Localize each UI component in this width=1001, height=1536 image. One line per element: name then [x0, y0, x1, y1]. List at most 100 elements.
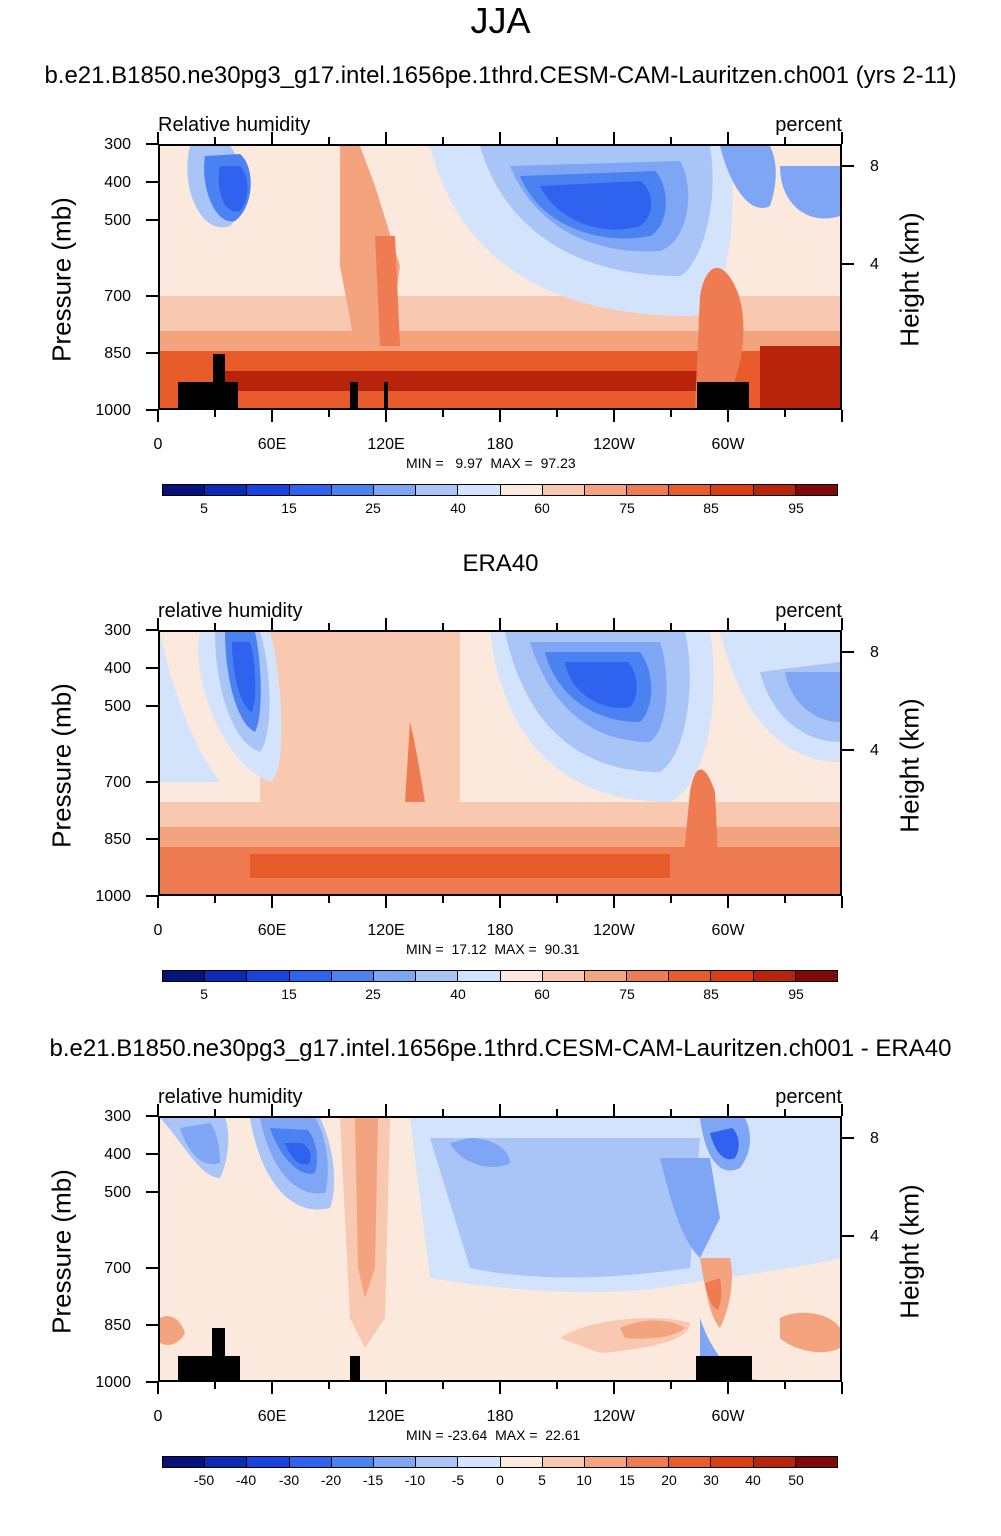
x-tick-mark: [784, 1109, 786, 1116]
panel-1-ytick: 400: [104, 174, 131, 191]
panel-2-ytick: 400: [104, 660, 131, 677]
panel-1-ytick: 500: [104, 212, 131, 229]
y-tick-mark: [146, 667, 158, 669]
x-tick-mark: [841, 410, 843, 422]
y-tick-mark: [146, 352, 158, 354]
panel-3-colorbar: [162, 1456, 838, 1468]
panel-3-cb-label: -10: [404, 1472, 426, 1488]
colorbar-swatch: [795, 485, 837, 495]
panel-2-cb-label: 5: [200, 986, 208, 1002]
colorbar-swatch: [416, 485, 459, 495]
panel-1-xtick: 60W: [711, 436, 745, 453]
panel-3-ytick: 400: [104, 1146, 131, 1163]
panel-1-cb-label: 75: [619, 500, 635, 516]
panel-2-cb-label: 95: [788, 986, 804, 1002]
colorbar-swatch: [163, 971, 206, 981]
colorbar-swatch: [542, 485, 585, 495]
x-tick-mark: [442, 1109, 444, 1116]
y-tick-mark: [146, 629, 158, 631]
colorbar-swatch: [416, 971, 459, 981]
panel-1-cb-label: 60: [534, 500, 550, 516]
colorbar-swatch: [753, 485, 796, 495]
panel-2-xtick: 60E: [257, 922, 287, 939]
x-tick-mark: [613, 618, 615, 630]
colorbar-swatch: [669, 971, 712, 981]
colorbar-swatch: [458, 485, 501, 495]
colorbar-swatch: [584, 971, 628, 981]
panel-3-cb-label: 20: [661, 1472, 677, 1488]
panel-2-right-label: percent: [775, 600, 842, 622]
panel-2-xtick: 120W: [593, 922, 635, 939]
panel-3-xtick: 60E: [257, 1408, 287, 1425]
x-tick-mark: [556, 896, 558, 903]
x-tick-mark: [271, 618, 273, 630]
main-title: JJA: [470, 0, 531, 41]
x-tick-mark: [328, 896, 330, 903]
x-tick-mark: [784, 896, 786, 903]
panel-3-plot: [158, 1116, 842, 1382]
panel-2-cb-label: 60: [534, 986, 550, 1002]
panel-3-ytick-right: 4: [870, 1228, 879, 1245]
panel-1-cb-label: 5: [200, 500, 208, 516]
panel-1: Relative humidity percent: [0, 114, 1001, 564]
colorbar-swatch: [163, 1457, 206, 1467]
panel-2-ytick-right: 8: [870, 644, 879, 661]
panel-2-cb-label: 25: [365, 986, 381, 1002]
colorbar-swatch: [711, 971, 754, 981]
panel-2-cb-label: 15: [281, 986, 297, 1002]
colorbar-swatch: [331, 485, 374, 495]
panel-3-cb-label: -20: [320, 1472, 342, 1488]
colorbar-swatch: [542, 971, 585, 981]
x-tick-mark: [385, 1382, 387, 1394]
colorbar-swatch: [205, 1457, 248, 1467]
panel-1-cb-label: 15: [281, 500, 297, 516]
panel-3-xtick: 0: [153, 1408, 163, 1425]
panel-1-colorbar: [162, 484, 838, 496]
x-tick-mark: [157, 1382, 159, 1394]
panel-3: relative humidity percent: [0, 1086, 1001, 1536]
x-tick-mark: [841, 1104, 843, 1116]
panel-3-left-label: relative humidity: [158, 1086, 303, 1108]
x-tick-mark: [613, 410, 615, 422]
panel-1-cb-label: 25: [365, 500, 381, 516]
panel-1-cb-label: 95: [788, 500, 804, 516]
colorbar-swatch: [795, 971, 837, 981]
colorbar-swatch: [373, 971, 417, 981]
panel-2-xtick: 120E: [367, 922, 405, 939]
colorbar-swatch: [753, 971, 796, 981]
x-tick-mark: [385, 1104, 387, 1116]
panel-1-ytick: 700: [104, 288, 131, 305]
panel-3-cb-label: 5: [538, 1472, 546, 1488]
x-tick-mark: [214, 1109, 216, 1116]
x-tick-mark: [271, 410, 273, 422]
x-tick-mark: [499, 1382, 501, 1394]
panel-1-plot: [158, 144, 842, 410]
x-tick-mark: [556, 410, 558, 417]
panel-1-ytick-right: 4: [870, 256, 879, 273]
y-tick-mark: [146, 295, 158, 297]
x-tick-mark: [385, 618, 387, 630]
x-tick-mark: [784, 410, 786, 417]
panel-3-cb-label: -5: [451, 1472, 465, 1488]
x-tick-mark: [613, 896, 615, 908]
colorbar-swatch: [584, 485, 628, 495]
panel-2-ylabel-right: Height (km): [894, 698, 925, 833]
colorbar-swatch: [711, 1457, 754, 1467]
panel-3-cb-label: -30: [278, 1472, 300, 1488]
y-tick-mark: [146, 781, 158, 783]
panel-2-cb-label: 40: [450, 986, 466, 1002]
panel-3-cb-label: 0: [496, 1472, 504, 1488]
y-tick-mark: [146, 143, 158, 145]
colorbar-swatch: [247, 485, 290, 495]
colorbar-swatch: [627, 971, 670, 981]
colorbar-swatch: [542, 1457, 585, 1467]
x-tick-mark: [442, 896, 444, 903]
panel-3-cb-label: -40: [235, 1472, 257, 1488]
colorbar-swatch: [331, 971, 374, 981]
panel-2-ytick-right: 4: [870, 742, 879, 759]
panel-3-ytick: 1000: [95, 1374, 131, 1391]
x-tick-mark: [442, 623, 444, 630]
x-tick-mark: [499, 1104, 501, 1116]
x-tick-mark: [157, 618, 159, 630]
panel-1-ytick: 850: [104, 345, 131, 362]
